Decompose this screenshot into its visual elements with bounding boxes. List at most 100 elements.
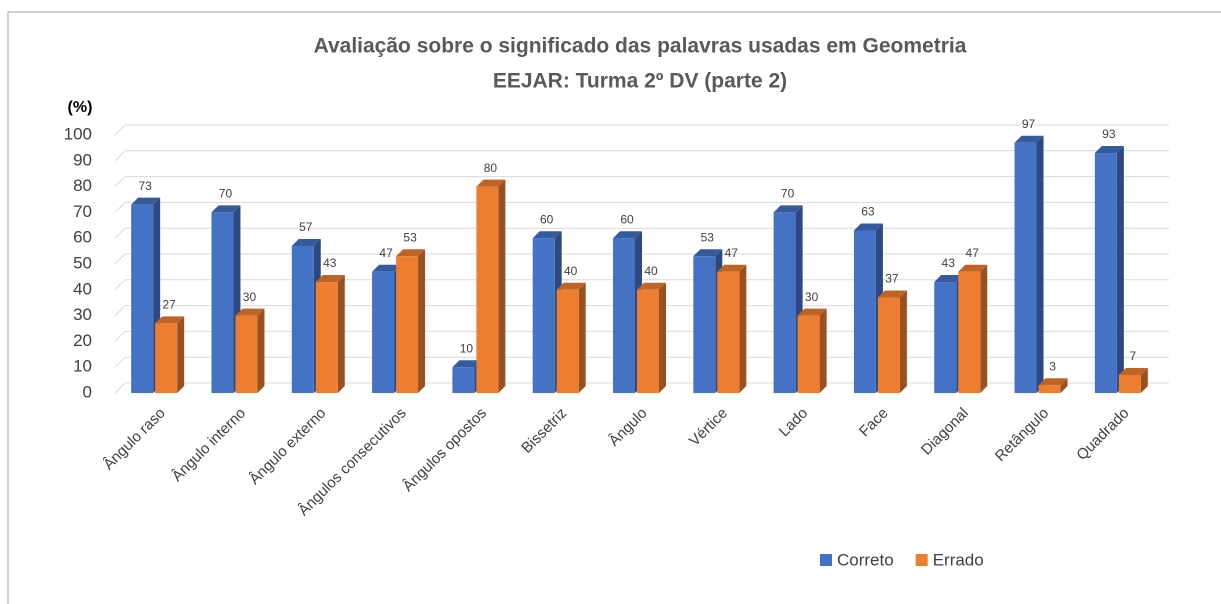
legend-swatch — [820, 554, 832, 566]
bar-top — [396, 249, 426, 257]
bar — [853, 230, 876, 393]
data-label: 47 — [379, 246, 393, 260]
bar-side — [1116, 146, 1124, 393]
data-label: 80 — [484, 161, 498, 175]
bar-top — [1094, 146, 1124, 154]
data-label: 73 — [138, 179, 152, 193]
bar-side — [739, 264, 747, 393]
bar — [131, 204, 154, 393]
grid-edge — [114, 227, 126, 239]
bar — [291, 245, 314, 393]
bar-side — [1140, 367, 1148, 393]
data-label: 70 — [219, 187, 233, 201]
bar-top — [877, 290, 907, 298]
grid-edge — [114, 305, 126, 316]
bar — [476, 186, 499, 393]
bar-top — [476, 179, 506, 187]
bar — [556, 289, 579, 393]
bar-top — [235, 308, 265, 316]
y-tick-label: 80 — [73, 176, 92, 195]
bar-side — [418, 249, 426, 393]
data-label: 3 — [1049, 359, 1056, 373]
grid-edge — [114, 331, 126, 342]
bar-top — [1038, 378, 1068, 386]
data-label: 93 — [1102, 127, 1116, 141]
data-label: 70 — [781, 187, 795, 201]
chart-title: Avaliação sobre o significado das palavr… — [314, 35, 967, 58]
grid-edge — [114, 176, 126, 187]
data-label: 27 — [162, 298, 176, 312]
grid-edge — [114, 382, 126, 394]
bar-top — [155, 316, 185, 324]
bar-top — [717, 264, 747, 272]
bar — [235, 315, 258, 393]
legend-label: Correto — [837, 550, 894, 569]
bar-top — [958, 264, 988, 272]
bar — [211, 212, 234, 393]
y-tick-label: 40 — [73, 279, 92, 298]
bar — [396, 256, 419, 393]
bar — [877, 297, 900, 393]
bar-top — [1014, 135, 1044, 143]
chart-subtitle: EEJAR: Turma 2º DV (parte 2) — [493, 70, 787, 93]
bar — [637, 289, 659, 393]
bar — [1014, 142, 1037, 393]
bar-top — [1118, 367, 1148, 375]
bar — [1094, 153, 1117, 393]
y-tick-label: 20 — [73, 331, 92, 350]
grid-edge — [114, 279, 126, 291]
grid-edge — [114, 356, 126, 368]
grid-edge — [114, 202, 126, 213]
bar-top — [372, 264, 402, 272]
y-tick-label: 60 — [73, 228, 92, 247]
bar-top — [291, 238, 321, 246]
data-label: 47 — [725, 246, 739, 260]
bar — [717, 271, 740, 393]
y-tick-label: 10 — [73, 357, 92, 376]
bar — [1038, 385, 1061, 393]
bar-top — [693, 249, 723, 257]
data-label: 97 — [1022, 117, 1036, 131]
bar — [773, 212, 796, 393]
data-label: 57 — [299, 220, 313, 234]
bar — [315, 282, 338, 393]
data-label: 40 — [644, 264, 658, 278]
data-label: 10 — [460, 341, 474, 355]
legend-label: Errado — [933, 550, 984, 569]
y-tick-label: 70 — [73, 202, 92, 221]
bar-top — [773, 205, 803, 213]
data-label: 60 — [620, 212, 634, 226]
data-label: 43 — [942, 256, 956, 270]
bar-side — [1036, 135, 1044, 394]
data-label: 37 — [885, 272, 899, 286]
bar-top — [315, 275, 345, 283]
grid-edge — [114, 124, 126, 136]
bar — [693, 256, 716, 393]
y-tick-label: 100 — [64, 124, 92, 143]
data-label: 30 — [243, 290, 257, 304]
bar-side — [498, 179, 506, 393]
bar-side — [337, 275, 345, 393]
y-tick-label: 0 — [83, 382, 92, 401]
data-label: 53 — [403, 230, 417, 244]
data-label: 40 — [564, 264, 578, 278]
bar-top — [532, 231, 562, 239]
bar — [532, 238, 555, 393]
bar-side — [177, 316, 185, 393]
bar-side — [659, 282, 666, 393]
bar-top — [211, 205, 241, 213]
bar — [958, 271, 981, 393]
bar — [372, 271, 395, 393]
bar-top — [853, 223, 883, 231]
data-label: 60 — [540, 212, 554, 226]
bar — [797, 315, 820, 393]
y-tick-label: 30 — [73, 305, 92, 324]
bar-top — [556, 282, 586, 290]
data-label: 47 — [966, 246, 980, 260]
bar-side — [819, 308, 827, 393]
data-label: 7 — [1130, 349, 1137, 363]
bar-side — [980, 264, 988, 393]
bar-side — [578, 282, 586, 393]
bar-top — [797, 308, 827, 316]
